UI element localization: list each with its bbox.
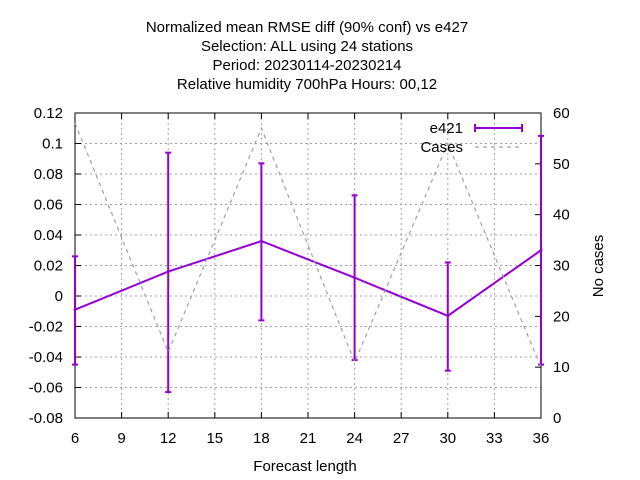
title-line-4: Relative humidity 700hPa Hours: 00,12 (177, 76, 437, 93)
legend-label: e421 (430, 120, 463, 137)
x-tick-label: 9 (117, 430, 125, 447)
x-axis-label: Forecast length (253, 458, 356, 475)
y2-axis-label: No cases (590, 235, 607, 298)
y-tick-label: 0.04 (34, 227, 63, 244)
x-tick-label: 12 (160, 430, 177, 447)
y2-tick-label: 20 (553, 308, 570, 325)
grid (75, 113, 541, 418)
y-tick-label: -0.08 (29, 410, 63, 427)
x-tick-label: 36 (533, 430, 550, 447)
y-tick-label: -0.04 (29, 349, 63, 366)
x-tick-label: 6 (71, 430, 79, 447)
x-tick-label: 27 (393, 430, 410, 447)
y2-axis: 60 50 40 30 20 10 0 (535, 105, 570, 427)
series-line-e421 (74, 240, 542, 317)
data-point (446, 314, 450, 318)
data-point (353, 276, 357, 280)
series-line-cases (74, 122, 542, 368)
y2-tick-label: 60 (553, 105, 570, 122)
y-tick-label: 0.1 (42, 136, 63, 153)
y-tick-label: -0.02 (29, 319, 63, 336)
title-line-2: Selection: ALL using 24 stations (201, 38, 413, 55)
y-tick-label: 0.12 (34, 105, 63, 122)
data-point (539, 248, 543, 252)
x-tick-label: 24 (346, 430, 363, 447)
x-tick-label: 15 (206, 430, 223, 447)
y-tick-label: -0.06 (29, 380, 63, 397)
x-tick-label: 30 (439, 430, 456, 447)
data-point (166, 270, 170, 274)
y2-tick-label: 30 (553, 258, 570, 275)
y2-tick-label: 10 (553, 359, 570, 376)
data-point (259, 239, 263, 243)
y-tick-label: 0.02 (34, 258, 63, 275)
x-tick-label: 21 (300, 430, 317, 447)
chart-title: Normalized mean RMSE diff (90% conf) vs … (146, 19, 468, 93)
y2-tick-label: 40 (553, 207, 570, 224)
y-axis: 0.12 0.1 0.08 0.06 0.04 0.02 0 -0.02 -0.04 -0.06 -… (29, 105, 81, 427)
x-tick-label: 33 (486, 430, 503, 447)
title-line-1: Normalized mean RMSE diff (90% conf) vs … (146, 19, 468, 36)
y-tick-label: 0.06 (34, 197, 63, 214)
y2-tick-label: 0 (553, 410, 561, 427)
data-point (73, 308, 77, 312)
series (72, 122, 544, 394)
y2-tick-label: 50 (553, 156, 570, 173)
y-tick-label: 0 (55, 288, 63, 305)
x-tick-label: 18 (253, 430, 270, 447)
x-axis: 6 9 12 15 18 21 24 27 30 33 36 (71, 113, 550, 447)
legend-label: Cases (420, 139, 463, 156)
y-tick-label: 0.08 (34, 166, 63, 183)
title-line-3: Period: 20230114-20230214 (212, 57, 401, 74)
legend: e421 Cases (420, 120, 523, 156)
